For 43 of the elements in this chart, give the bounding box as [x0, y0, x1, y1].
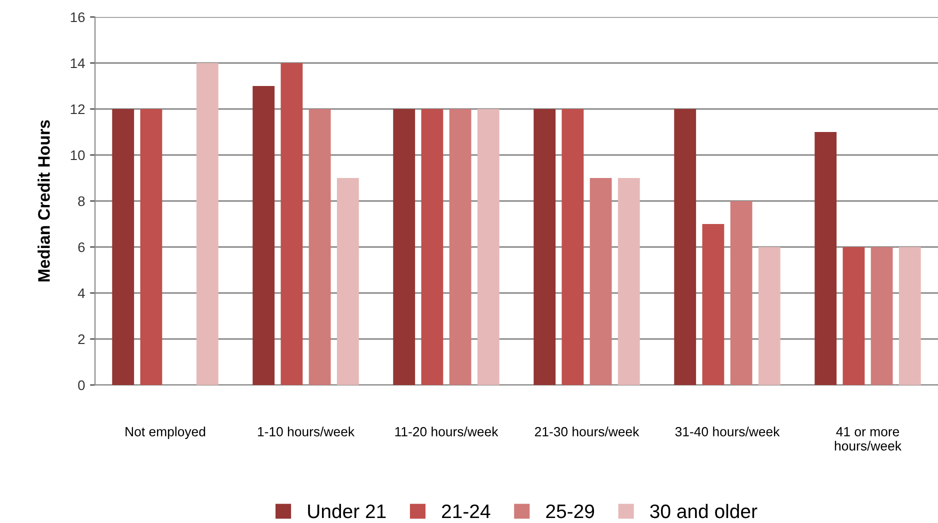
bar: [562, 109, 584, 385]
x-tick-label: 11-20 hours/week: [395, 426, 498, 436]
bar: [196, 63, 218, 385]
bar: [449, 109, 472, 385]
x-tick-label: 21-30 hours/week: [534, 426, 640, 436]
y-tick-label: 8: [78, 196, 85, 206]
bar: [842, 247, 865, 385]
bar: [252, 86, 275, 385]
y-tick-label: 0: [78, 380, 85, 390]
bar: [280, 63, 303, 385]
y-tick-label: 10: [70, 150, 85, 160]
bar: [674, 109, 696, 385]
y-tick-label: 6: [78, 242, 85, 252]
bar: [618, 178, 640, 385]
y-tick-label: 12: [70, 104, 85, 114]
bar: [758, 247, 780, 385]
bar: [898, 247, 921, 385]
bar: [336, 178, 359, 385]
x-tick-label: 1-10 hours/week: [258, 426, 355, 436]
y-tick-label: 16: [70, 12, 85, 22]
legend-label: Under 21: [308, 504, 386, 518]
bar: [477, 109, 500, 385]
y-tick-label: 14: [70, 58, 85, 68]
bar: [702, 224, 724, 385]
bar: [140, 109, 162, 385]
y-tick-label: 2: [78, 334, 85, 344]
x-tick-label: 41 or more hours/week: [834, 427, 902, 451]
bar: [730, 201, 752, 385]
bar: [814, 132, 837, 385]
legend-label: 21-24: [442, 504, 490, 518]
bar: [421, 109, 444, 385]
legend-label: 25-29: [546, 504, 594, 518]
bar: [393, 109, 416, 385]
legend-label: 30 and older: [650, 504, 758, 518]
bar: [590, 178, 612, 385]
bar: [870, 247, 893, 385]
y-axis-title: Median Credit Hours: [38, 120, 50, 282]
x-tick-label: 31-40 hours/week: [675, 426, 780, 436]
y-tick-label: 4: [78, 288, 85, 298]
bar: [112, 109, 134, 385]
bar: [534, 109, 556, 385]
bar: [308, 109, 331, 385]
x-tick-label: Not employed: [126, 426, 206, 439]
